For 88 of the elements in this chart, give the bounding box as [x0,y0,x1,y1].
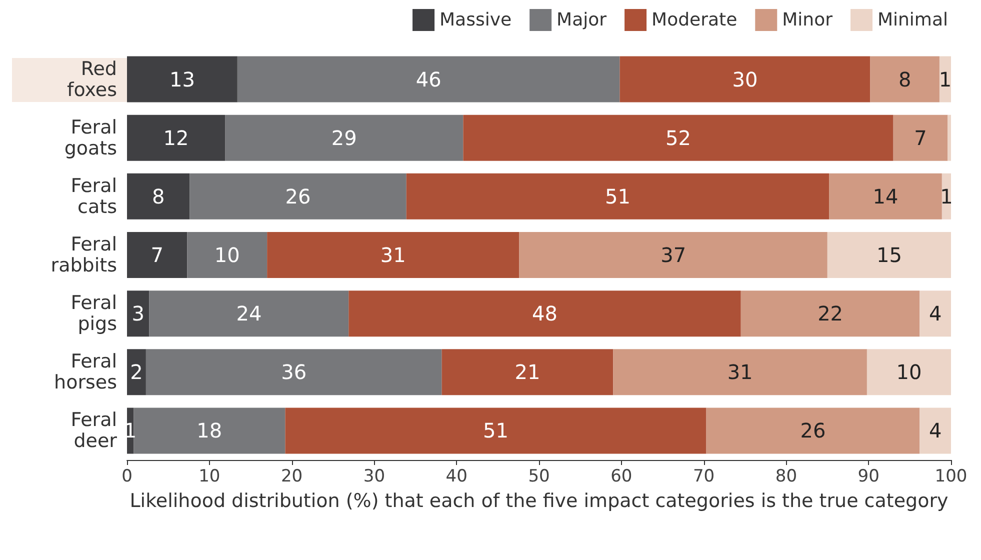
data-label: 12 [163,126,189,150]
bar [127,349,146,396]
x-tick-label: 0 [122,466,132,486]
bar [127,114,226,161]
y-tick-label: Feral horses [54,350,117,394]
bar [620,56,870,102]
x-tick-label: 20 [280,466,303,486]
bar [740,290,920,337]
y-tick-label: Red foxes [67,58,117,101]
bar [920,408,951,454]
data-label: 3 [132,302,144,326]
bar [149,290,349,337]
data-label: 31 [727,360,753,384]
x-tick-label: 80 [775,466,798,486]
bar [442,349,614,396]
bar [829,173,942,220]
data-label: 4 [928,418,942,443]
legend-label: Moderate [652,10,738,30]
y-tick-label: Feral deer [70,409,118,452]
data-label: 15 [876,243,902,267]
bar [463,114,894,161]
data-label: 21 [514,360,540,384]
x-tick-label: 50 [528,466,550,486]
data-label: 37 [660,243,686,267]
bar [866,349,951,396]
data-label: 31 [380,243,406,267]
data-label: 8 [898,67,912,92]
data-label: 4 [928,302,942,326]
data-label: 10 [214,243,240,267]
data-label: 13 [169,67,195,92]
bar [225,114,464,161]
bar [134,408,286,454]
x-tick-label: 100 [934,466,968,486]
bar [948,114,951,161]
data-label: 51 [604,184,630,208]
bar [237,56,620,102]
bar [267,232,520,278]
x-tick-label: 40 [446,466,468,486]
bar [285,408,706,454]
data-label: 14 [872,184,898,208]
data-label: 51 [483,418,508,443]
data-label: 2 [130,360,143,384]
y-tick-label: Feral rabbits [50,234,117,276]
x-tick-label: 70 [692,466,715,486]
x-tick-label: 90 [858,466,880,486]
legend-label: Massive [440,10,512,30]
data-label: 26 [800,418,826,443]
bar [893,114,948,161]
x-tick-label: 10 [198,466,220,486]
data-label: 26 [285,184,311,208]
x-tick-label: 60 [610,466,632,486]
data-label: 46 [416,67,442,92]
data-label: 7 [914,126,927,150]
x-axis-title: Likelihood distribution (%) that each of the five impact categories is the true category [130,490,948,512]
y-tick-label: Feral cats [70,174,117,218]
data-label: 1 [940,184,953,208]
data-label: 22 [818,302,844,326]
data-label: 36 [281,360,307,384]
data-label: 29 [331,126,357,150]
data-label: 1 [938,67,952,92]
data-label: 10 [896,360,922,384]
data-label: 18 [196,418,222,443]
bar [920,290,951,337]
legend-label: Minimal [877,10,948,30]
bar [190,173,406,220]
y-tick-label: Feral goats [64,116,117,160]
bar [519,232,828,278]
data-label: 8 [152,184,165,208]
legend-label: Minor [782,10,834,30]
legend-label: Major [556,10,608,30]
bar [127,173,190,220]
bar [187,232,268,278]
data-label: 7 [150,243,164,267]
bar [348,290,741,337]
data-label: 48 [532,302,558,326]
bar [613,349,867,396]
data-label: 24 [236,302,262,326]
bar [406,173,830,220]
data-label: 30 [732,67,758,92]
data-label: 52 [666,126,691,150]
bar [127,290,150,337]
bar [706,408,920,454]
bar [870,56,940,102]
x-tick-label: 30 [363,466,386,486]
bar [127,232,188,278]
y-tick-label: Feral pigs [70,292,117,336]
bar [146,349,442,396]
bar [827,232,951,278]
